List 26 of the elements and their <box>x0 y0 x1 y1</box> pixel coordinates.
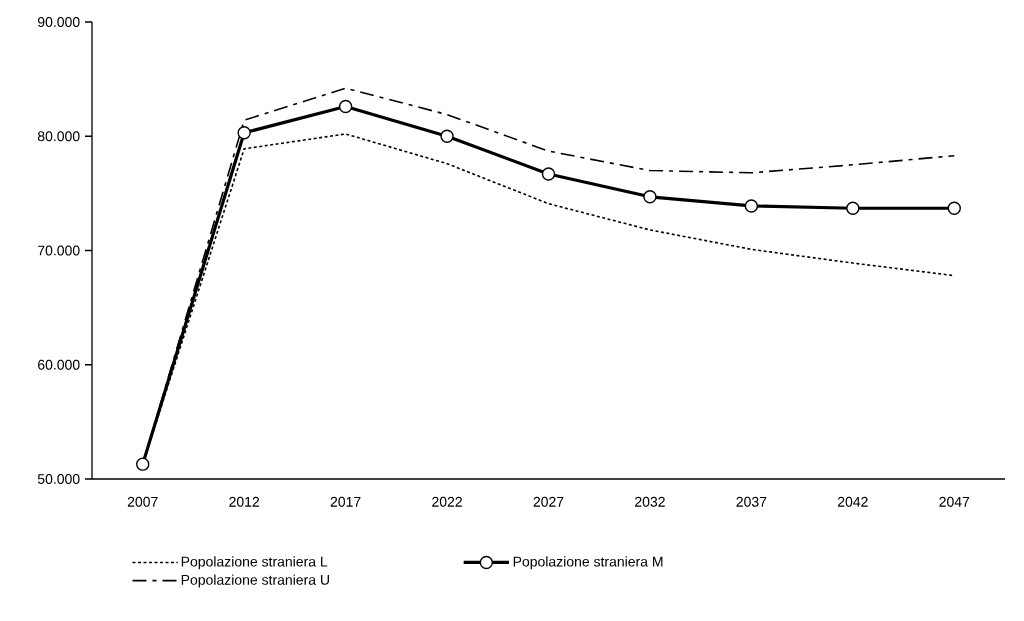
y-tick-label: 90.000 <box>37 17 80 27</box>
legend-label: Popolazione straniera M <box>513 556 663 570</box>
point <box>237 126 251 140</box>
legend-label: Popolazione straniera U <box>181 574 329 588</box>
point <box>947 201 961 215</box>
x-tick-label: 2047 <box>939 496 970 507</box>
point <box>744 199 759 213</box>
x-tick-label: 2012 <box>229 496 260 507</box>
y-tick-label: 50.000 <box>37 474 80 484</box>
point <box>643 190 657 204</box>
point <box>440 129 454 143</box>
y-tick-label: 80.000 <box>37 131 80 142</box>
y-tick-label: 70.000 <box>38 245 80 256</box>
point <box>136 457 150 471</box>
point <box>338 99 353 114</box>
x-tick-label: 2042 <box>837 496 868 507</box>
x-tick-label: 2032 <box>635 496 665 507</box>
x-tick-label: 2017 <box>330 496 361 507</box>
point <box>846 201 860 215</box>
x-tick-label: 2007 <box>127 496 158 507</box>
x-tick-label: 2022 <box>432 496 462 507</box>
legend-label: Popolazione straniera L <box>181 556 328 570</box>
x-tick-label: 2027 <box>533 496 564 507</box>
point <box>541 167 556 181</box>
x-tick-label: 2037 <box>736 496 767 507</box>
y-tick-label: 60.000 <box>38 359 80 370</box>
